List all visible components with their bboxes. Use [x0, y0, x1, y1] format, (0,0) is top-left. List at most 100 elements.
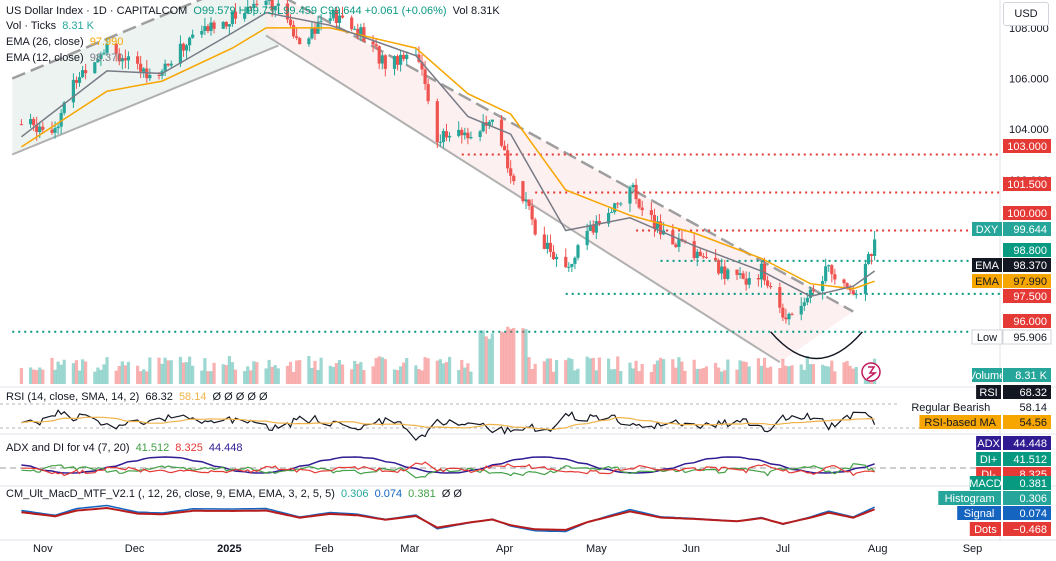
- symbol-title[interactable]: US Dollar Index · 1D · CAPITALCOM: [6, 5, 188, 17]
- candle-body: [392, 56, 397, 69]
- volume-bar: [243, 371, 247, 384]
- volume-bar: [62, 359, 66, 384]
- ema26-legend-label: EMA (26, close): [6, 36, 84, 48]
- candle-body: [527, 199, 531, 206]
- volume-bar: [435, 360, 439, 384]
- volume-bar: [405, 358, 409, 384]
- volume-bar: [337, 360, 342, 384]
- price-badge-bg: [1003, 222, 1051, 236]
- price-badge-value: 97.500: [1013, 291, 1047, 303]
- indicator-badge-value: 0.306: [1019, 493, 1047, 505]
- candle-body: [19, 124, 24, 126]
- candle-body: [340, 15, 345, 18]
- rsi-line: [21, 409, 876, 441]
- candle-body: [634, 184, 638, 200]
- tradingview-logo-icon[interactable]: [861, 362, 881, 382]
- volume-bar: [99, 369, 103, 384]
- candle-body: [71, 79, 75, 103]
- ema26-legend[interactable]: EMA (26, close) 97.990: [6, 36, 126, 49]
- volume-bar: [542, 361, 546, 384]
- volume-bar: [802, 369, 806, 384]
- volume-bar: [298, 360, 302, 384]
- currency-button[interactable]: USD: [1003, 2, 1049, 26]
- candle-body: [677, 238, 681, 247]
- volume-bar: [50, 357, 54, 384]
- volume-bar: [628, 362, 632, 384]
- price-badge-bg: [1003, 177, 1051, 191]
- macd-pane: [21, 504, 875, 533]
- volume-bar: [221, 364, 225, 384]
- candle-body: [337, 15, 342, 23]
- price-badge-bg: [1003, 139, 1051, 153]
- candle-body: [787, 313, 791, 320]
- volume-bar: [655, 360, 660, 384]
- volume-bar: [799, 364, 803, 384]
- adx-legend-diplus: 41.512: [135, 442, 170, 454]
- candle-body: [273, 5, 277, 11]
- volume-bar: [426, 358, 430, 384]
- ema12-legend[interactable]: EMA (12, close) 98.370: [6, 52, 126, 65]
- volume-bar: [756, 358, 761, 384]
- candle-body: [405, 54, 409, 60]
- candle-body: [59, 112, 63, 127]
- price-badge-value: 98.370: [1013, 260, 1047, 272]
- volume-bar: [512, 327, 516, 384]
- adx-legend[interactable]: ADX and DI for v4 (7, 20) 41.512 8.325 4…: [6, 442, 246, 455]
- volume-bar: [805, 356, 809, 384]
- volume-bar: [163, 357, 167, 384]
- volume-bar: [230, 362, 235, 384]
- candle-body: [334, 10, 338, 23]
- volume-bar: [808, 364, 812, 384]
- adx-legend-diminus: 8.325: [175, 442, 203, 454]
- volume-bar: [117, 365, 121, 384]
- rsi-legend[interactable]: RSI (14, close, SMA, 14, 2) 68.32 58.14 …: [6, 391, 271, 404]
- ema12-line: [20, 11, 876, 298]
- price-badge-label-bg: [972, 222, 1002, 236]
- volume-bar: [353, 361, 357, 384]
- candle-body: [811, 289, 816, 292]
- candle-body: [117, 53, 121, 62]
- price-badge-bg: [1003, 289, 1051, 303]
- indicator-badge-label-bg: [957, 506, 1001, 520]
- volume-bar: [747, 366, 751, 384]
- volume-bar: [374, 358, 378, 384]
- candle-body: [588, 224, 592, 231]
- volume-bar: [744, 361, 748, 384]
- candle-body: [298, 38, 302, 45]
- candle-body: [28, 119, 33, 125]
- candle-body: [487, 121, 491, 126]
- volume-bar: [524, 329, 528, 384]
- volume-bar: [383, 359, 387, 384]
- volume-bar: [178, 356, 183, 384]
- time-axis-label: Mar: [400, 543, 419, 555]
- volume-bar: [270, 366, 274, 384]
- volume-bar: [392, 369, 397, 384]
- adx-legend-label: ADX and DI for v4 (7, 20): [6, 442, 130, 454]
- candle-body: [597, 221, 601, 224]
- volume-bar: [212, 362, 216, 384]
- candle-body: [255, 3, 259, 5]
- candle-body: [285, 3, 290, 20]
- price-badge-bg: [1003, 258, 1051, 272]
- volume-bar: [741, 361, 745, 384]
- volume-bar: [423, 357, 427, 384]
- volume-bar: [717, 367, 721, 384]
- volume-bar: [359, 361, 363, 384]
- candle-body: [778, 287, 782, 308]
- candle-body: [96, 59, 100, 63]
- volume-legend[interactable]: Vol · Ticks 8.31 K: [6, 20, 97, 33]
- volume-bar: [200, 370, 204, 384]
- macd-legend[interactable]: CM_Ult_MacD_MTF_V2.1 (, 12, 26, close, 9…: [6, 488, 465, 501]
- indicator-badge-value: 58.14: [1019, 402, 1047, 414]
- volume-bar: [695, 368, 699, 384]
- price-badge-label: DXY: [976, 224, 999, 236]
- rsi-pane: [0, 403, 1000, 441]
- volume-bar: [148, 357, 152, 384]
- indicator-badge-label-bg: [900, 399, 1002, 415]
- volume-bar: [356, 363, 360, 384]
- indicator-badge-bg: [1003, 415, 1051, 429]
- candle-body: [166, 63, 170, 66]
- volume-bar: [399, 366, 403, 384]
- indicator-badge-label: Regular Bearish: [911, 402, 990, 414]
